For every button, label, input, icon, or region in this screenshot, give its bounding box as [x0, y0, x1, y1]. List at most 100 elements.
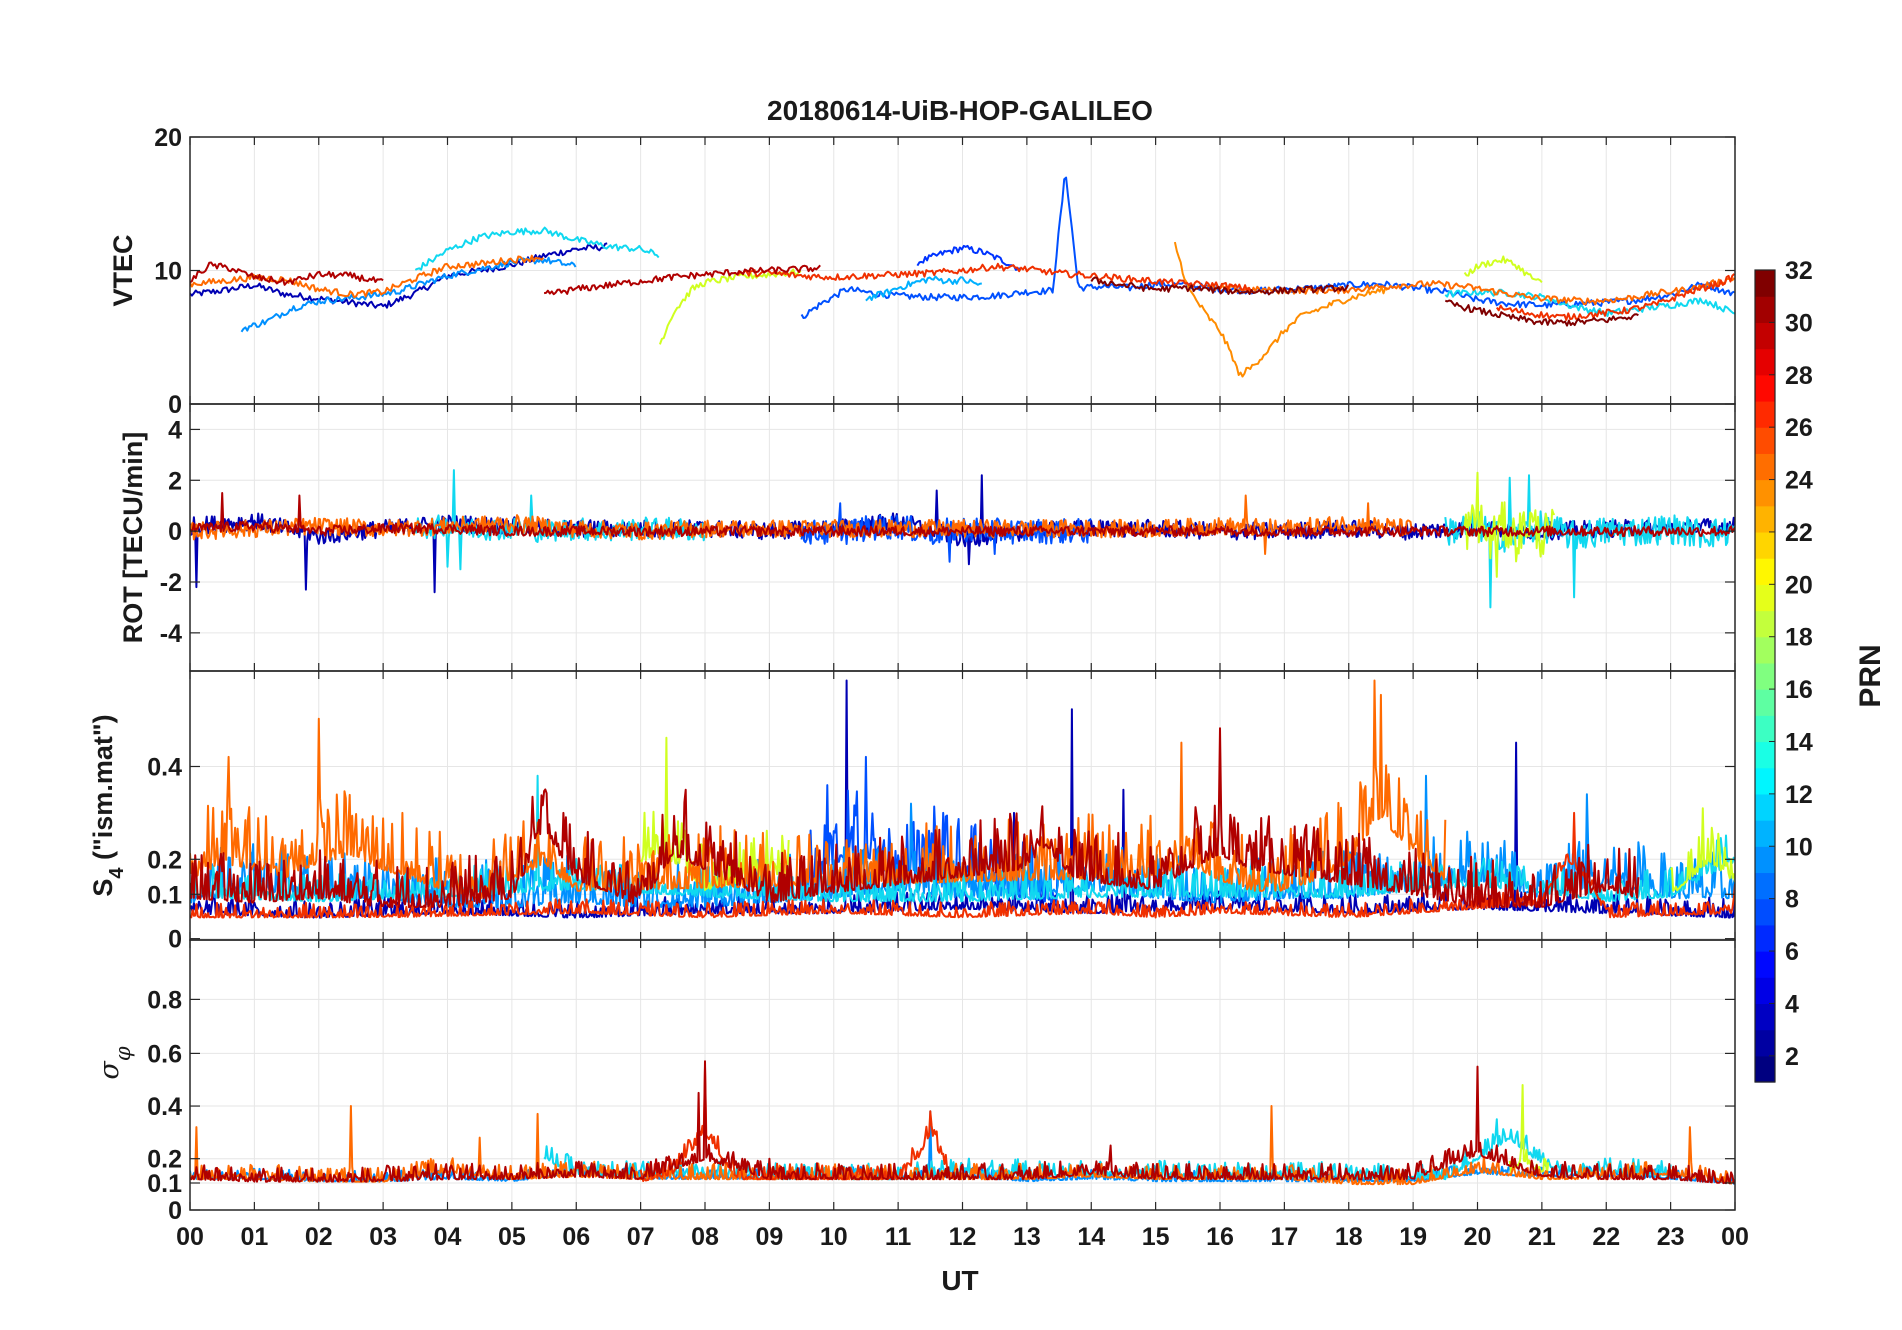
x-tick-label: 02 [305, 1223, 333, 1251]
x-tick-label: 18 [1335, 1223, 1363, 1251]
y-tick-label: 0 [168, 926, 182, 954]
series-line-prn-32 [1090, 276, 1349, 296]
x-tick-label: 17 [1270, 1223, 1298, 1251]
y-tick-label: -4 [160, 620, 182, 648]
x-tick-label: 01 [240, 1223, 268, 1251]
colorbar-segment [1755, 689, 1775, 716]
x-tick-label: 19 [1399, 1223, 1427, 1251]
y-tick-label: 0.4 [147, 1093, 182, 1121]
x-tick-label: 13 [1013, 1223, 1041, 1251]
x-tick-label: 09 [755, 1223, 783, 1251]
y-tick-label: 0.8 [147, 986, 182, 1014]
colorbar-segment [1755, 977, 1775, 1005]
x-tick-label: 00 [176, 1223, 204, 1251]
colorbar-segment [1755, 872, 1775, 900]
colorbar-tick-label: 30 [1785, 309, 1813, 337]
colorbar-tick-label: 4 [1785, 990, 1799, 1018]
y-tick-label: 0.6 [147, 1040, 182, 1068]
colorbar-segment [1755, 741, 1775, 769]
x-tick-label: 08 [691, 1223, 719, 1251]
y-tick-label: 0.2 [147, 846, 182, 874]
series-line-prn-30 [190, 261, 384, 286]
x-tick-label: 23 [1657, 1223, 1685, 1251]
x-tick-label: 06 [562, 1223, 590, 1251]
y-tick-label: 0.2 [147, 1146, 182, 1174]
x-tick-label: 12 [949, 1223, 977, 1251]
colorbar-segment [1755, 767, 1775, 795]
colorbar-tick-label: 20 [1785, 571, 1813, 599]
series-line-prn-20 [1463, 255, 1543, 284]
series-line-prn-27 [736, 262, 1252, 292]
series-line-prn-8 [240, 256, 577, 333]
y-axis-label: ROT [TECU/min] [118, 432, 148, 643]
x-tick-label: 21 [1528, 1223, 1556, 1251]
panel-2: -4 -2 0 2 4 ROT [TECU/min] [118, 403, 1736, 672]
x-tick-label: 22 [1592, 1223, 1620, 1251]
panel-series [190, 679, 1735, 919]
colorbar-segment [1755, 453, 1775, 481]
series-line-prn-10 [865, 275, 982, 302]
y-tick-label: 20 [154, 124, 182, 152]
colorbar-tick-label: 24 [1785, 467, 1813, 495]
colorbar-segment [1755, 846, 1775, 874]
colorbar-segment [1755, 662, 1775, 690]
series-line-prn-32 [1444, 299, 1639, 327]
colorbar-segment [1755, 1055, 1775, 1083]
panel-series [190, 469, 1735, 609]
colorbar-segment [1755, 793, 1775, 821]
colorbar-segment [1755, 531, 1775, 559]
x-tick-label: 00 [1721, 1223, 1749, 1251]
colorbar-segment [1755, 820, 1775, 847]
y-axis-label: S4 ("ism.mat") [88, 714, 128, 896]
colorbar-segment [1755, 636, 1775, 664]
y-axis-label: σφ [94, 1046, 135, 1079]
colorbar-segment [1755, 322, 1775, 350]
colorbar-segment [1755, 270, 1775, 297]
y-tick-label: -2 [160, 569, 182, 597]
colorbar-segment [1755, 584, 1775, 612]
y-axis-label: VTEC [108, 234, 138, 306]
x-tick-label: 16 [1206, 1223, 1234, 1251]
y-tick-label: 0 [168, 1197, 182, 1225]
series-line-prn-20 [1669, 807, 1735, 892]
series-line-prn-25 [190, 254, 545, 299]
colorbar-segment [1755, 715, 1775, 743]
colorbar-segment [1755, 348, 1775, 376]
colorbar-tick-label: 26 [1785, 414, 1813, 442]
colorbar-segment [1755, 924, 1775, 952]
y-tick-label: 0 [168, 518, 182, 546]
x-tick-label: 07 [627, 1223, 655, 1251]
colorbar-segment [1755, 505, 1775, 533]
colorbar-tick-label: 10 [1785, 833, 1813, 861]
colorbar-tick-label: 8 [1785, 886, 1799, 914]
panel-3: 0 0.1 0.2 0.4 S4 ("ism.mat") [88, 670, 1736, 954]
series-line-prn-27 [1495, 273, 1735, 321]
colorbar-tick-label: 2 [1785, 1043, 1799, 1071]
x-tick-label: 20 [1464, 1223, 1492, 1251]
colorbar-tick-label: 12 [1785, 781, 1813, 809]
series-line-prn-24 [1173, 241, 1389, 378]
y-tick-label: 0.4 [147, 753, 182, 781]
x-tick-label: 14 [1077, 1223, 1105, 1251]
x-tick-label: 04 [434, 1223, 462, 1251]
colorbar-tick-label: 6 [1785, 938, 1799, 966]
y-tick-label: 0 [168, 391, 182, 419]
colorbar-segment [1755, 296, 1775, 323]
series-line-prn-30 [190, 492, 1735, 538]
colorbar-tick-label: 28 [1785, 362, 1813, 390]
x-tick-label: 03 [369, 1223, 397, 1251]
colorbar-segment [1755, 1029, 1775, 1057]
colorbar-segment [1755, 427, 1775, 454]
x-tick-label: 11 [885, 1223, 912, 1251]
colorbar-segment [1755, 898, 1775, 926]
x-axis-label: UT [941, 1265, 978, 1296]
colorbar-tick-label: 16 [1785, 676, 1813, 704]
colorbar-frame [1754, 269, 1776, 1083]
colorbar-tick-label: 14 [1785, 728, 1813, 756]
panel-series [190, 1060, 1735, 1186]
y-tick-label: 10 [154, 258, 182, 286]
series-line-prn-12 [1444, 288, 1735, 317]
